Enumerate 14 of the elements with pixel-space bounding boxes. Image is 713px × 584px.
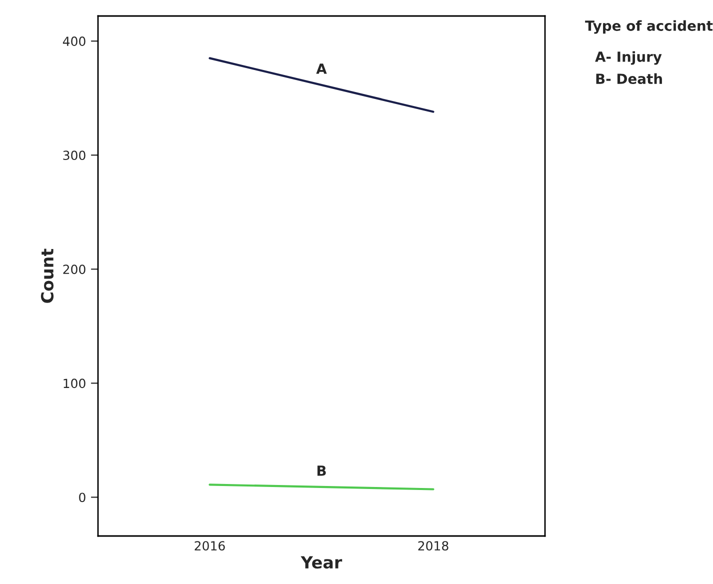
text: B- Death xyxy=(596,73,662,84)
x-tick-label: 2016 xyxy=(194,541,225,551)
y-tick-label: 400 xyxy=(62,36,86,46)
y-axis-title: Count xyxy=(40,248,54,303)
x-axis-title: Year xyxy=(300,556,342,569)
text: A- Injury xyxy=(595,51,662,65)
y-tick-label: 300 xyxy=(63,150,86,160)
series-label: A xyxy=(316,64,327,74)
legend-title: Type of accident xyxy=(585,20,713,34)
y-tick-label: 200 xyxy=(63,264,86,274)
y-tick-label: 100 xyxy=(64,378,86,388)
y-tick-label: 0 xyxy=(79,492,86,502)
series-label: B xyxy=(317,466,326,476)
x-tick-label: 2018 xyxy=(418,541,448,551)
